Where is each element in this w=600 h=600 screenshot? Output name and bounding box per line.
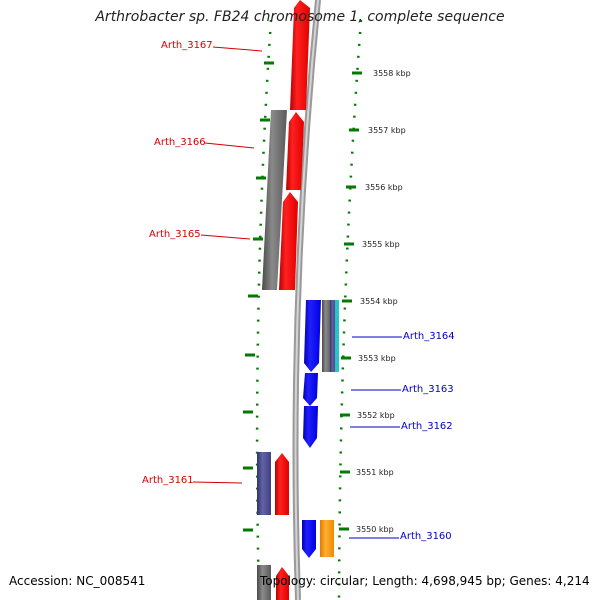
feature-grey-3164[interactable] [322,300,331,372]
backbone-highlight [294,0,319,600]
feature-grey-long[interactable] [262,110,287,290]
gene-label-arth-3166[interactable]: Arth_3166 [154,137,206,148]
gene-arth-3160[interactable] [302,520,316,558]
scale-label: 3555 kbp [362,240,400,249]
gene-arth-3162[interactable] [303,406,318,448]
outer-right-track [337,19,363,600]
callout-lines [192,46,402,539]
feature-orange-3160[interactable] [320,520,334,557]
feature-grey-bottom[interactable] [257,565,271,600]
scale-label: 3550 kbp [356,525,394,534]
gene-bottom-partial-red[interactable] [276,567,289,600]
gene-label-arth-3163[interactable]: Arth_3163 [402,384,454,395]
scale-label: 3554 kbp [360,297,398,306]
gene-label-arth-3167[interactable]: Arth_3167 [161,40,213,51]
scale-label: 3551 kbp [356,468,394,477]
gene-arth-3165[interactable] [279,192,298,290]
scale-label: 3558 kbp [373,69,411,78]
accession-text: Accession: NC_008541 [9,574,146,588]
feature-purple-3161[interactable] [257,452,271,515]
map-title: Arthrobacter sp. FB24 chromosome 1, comp… [95,9,505,25]
gene-arth-3163[interactable] [303,373,318,406]
gene-label-arth-3165[interactable]: Arth_3165 [149,229,201,240]
gene-arth-3166[interactable] [286,112,304,190]
scale-ticks [339,71,362,531]
genome-summary: Topology: circular; Length: 4,698,945 bp… [260,574,590,588]
gene-label-arth-3164[interactable]: Arth_3164 [403,331,455,342]
gene-label-arth-3160[interactable]: Arth_3160 [400,531,452,542]
gene-label-arth-3162[interactable]: Arth_3162 [401,421,453,432]
gene-arth-3167[interactable] [290,0,310,110]
scale-label: 3553 kbp [358,354,396,363]
left-scale-ticks [243,61,274,532]
gene-label-arth-3161[interactable]: Arth_3161 [142,475,194,486]
gene-arth-3161[interactable] [275,453,289,515]
gene-arth-3164[interactable] [304,300,321,372]
feature-cyan-3164[interactable] [335,300,339,372]
scale-label: 3557 kbp [368,126,406,135]
feature-purple-3164[interactable] [330,300,336,372]
scale-label: 3552 kbp [357,411,395,420]
scale-label: 3556 kbp [365,183,403,192]
